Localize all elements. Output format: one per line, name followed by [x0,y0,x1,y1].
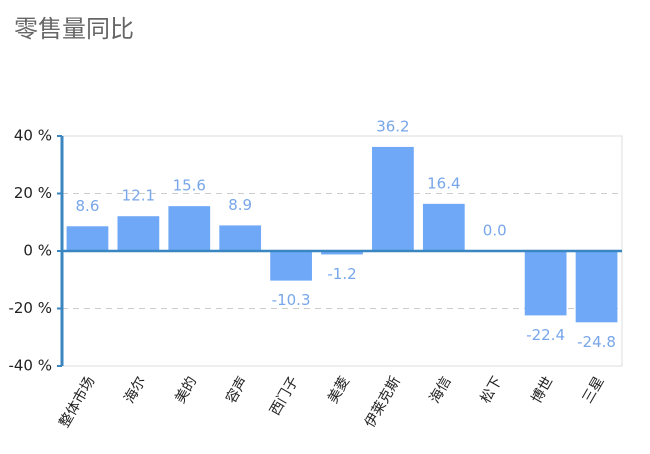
value-label: -24.8 [577,333,616,351]
x-tick-label: 海信 [427,374,455,406]
chart-title: 零售量同比 [14,15,134,43]
value-label: 8.6 [76,197,100,215]
value-label: 16.4 [427,174,460,192]
y-tick-label: -40 % [8,357,52,375]
value-label: -22.4 [526,326,565,344]
x-tick-label: 容声 [222,374,251,407]
bar [321,251,363,255]
value-label: 8.9 [228,196,252,214]
bar [524,251,567,316]
bar [168,206,211,251]
y-tick-label: -20 % [8,299,52,317]
x-tick-label: 松下 [478,374,506,406]
x-tick-label: 整体市场 [56,374,99,431]
y-tick-label: 0 % [23,242,52,260]
bar [66,226,109,251]
value-label: 12.1 [122,187,155,205]
value-label: 15.6 [173,177,206,195]
x-tick-label: 伊莱克斯 [362,374,404,430]
y-tick-label: 40 % [14,127,52,145]
x-tick-label: 博世 [528,374,557,407]
x-tick-label: 海尔 [121,374,149,406]
bar [575,251,618,323]
bar [219,225,262,251]
value-label: 0.0 [483,222,507,240]
x-tick-label: 美菱 [325,374,353,406]
value-label: -1.2 [327,265,356,283]
bar [422,203,465,251]
bar [372,146,414,251]
y-tick-label: 20 % [14,184,52,202]
x-tick-label: 美的 [172,374,200,406]
x-tick-label: 西门子 [267,374,302,418]
bar [270,251,312,281]
bar [117,216,160,251]
x-tick-label: 三星 [580,374,608,406]
value-label: -10.3 [272,291,311,309]
value-label: 36.2 [376,117,409,135]
